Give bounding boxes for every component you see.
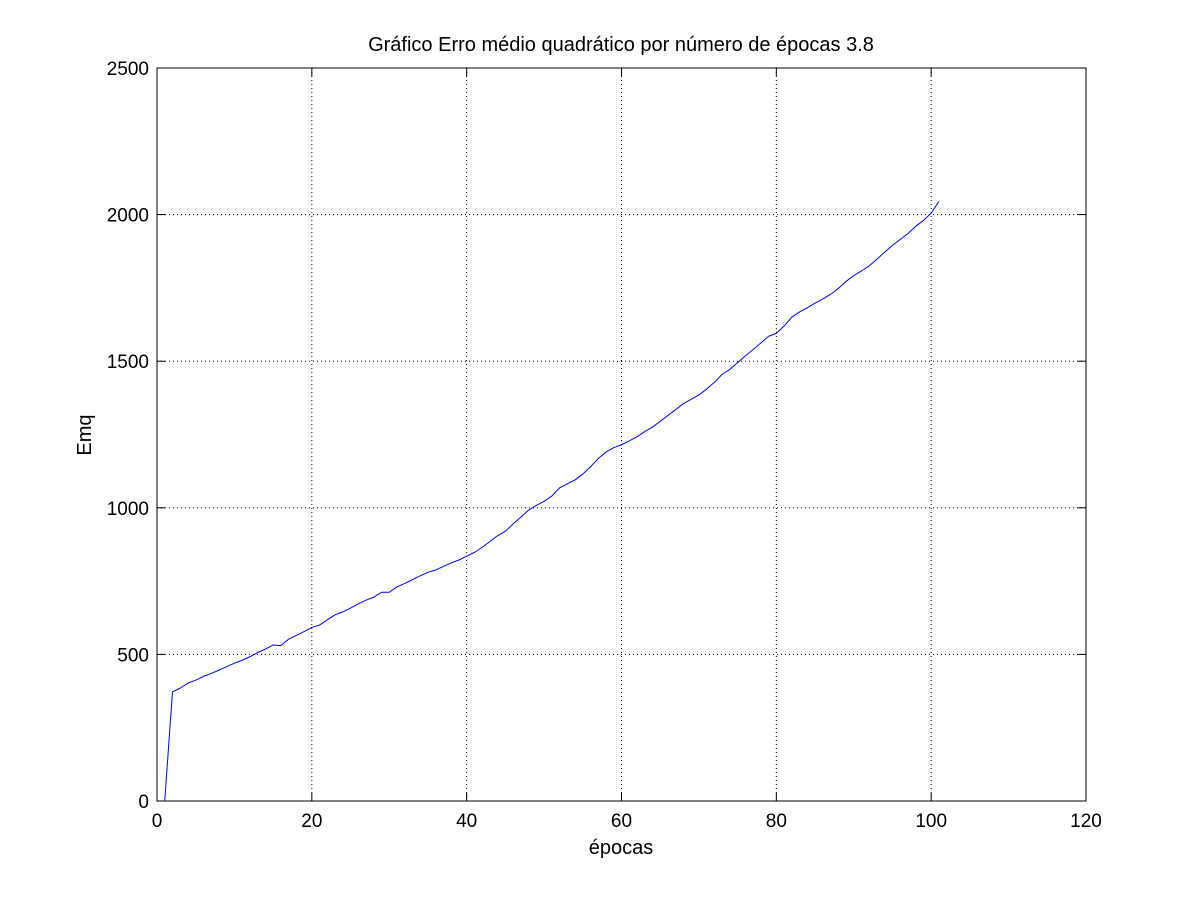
plot-area [156,67,1087,802]
y-tick-label: 1000 [107,499,149,520]
grid-lines [157,68,1086,801]
x-tick-label: 0 [152,811,163,832]
x-tick-label: 60 [611,811,632,832]
y-tick-label: 2500 [107,59,149,80]
chart-title: Gráfico Erro médio quadrático por número… [368,34,874,56]
series-line [164,201,940,802]
x-tick-label: 100 [915,811,947,832]
x-tick-label: 40 [456,811,477,832]
y-tick-label: 2000 [107,206,149,227]
x-tick-label: 80 [766,811,787,832]
y-tick-label: 1500 [107,352,149,373]
x-axis-title: épocas [589,837,654,859]
series-layer [164,201,940,802]
x-tick-label: 120 [1070,811,1102,832]
axis-ticks: 0 20 40 60 80 100 120 0 500 1000 1500 2000 2500 [107,59,1102,832]
y-axis-title: Emq [74,414,96,455]
x-tick-label: 20 [301,811,322,832]
y-tick-label: 500 [117,645,149,666]
y-tick-label: 0 [138,792,149,813]
